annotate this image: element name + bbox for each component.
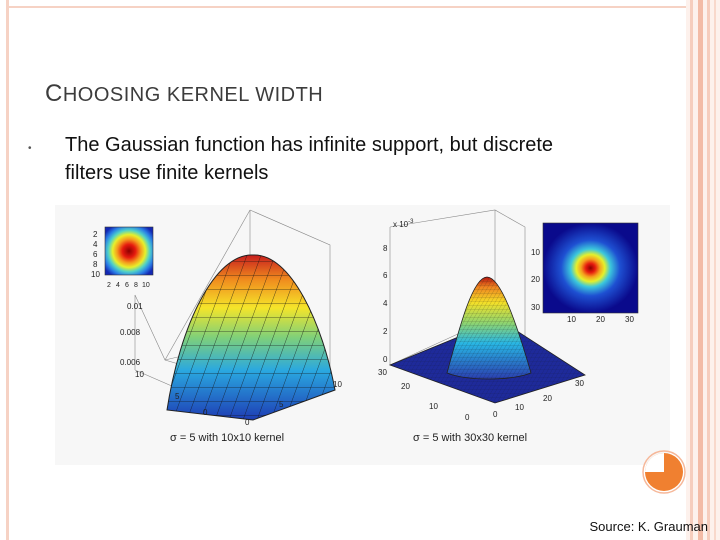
right-inset-ytick: 30: [531, 303, 540, 312]
left-heatmap-inset: 2 4 6 8 10 2 4 6 8 10: [91, 226, 154, 289]
title-first-letter: C: [45, 80, 63, 107]
left-ztick: 0.006: [120, 358, 141, 367]
right-ztick: 2: [383, 327, 388, 336]
bullet-marker: •: [28, 143, 32, 154]
left-inset-xtick: 10: [142, 282, 150, 289]
left-inset-ytick: 6: [93, 250, 98, 259]
left-ytick: 0: [203, 408, 208, 417]
right-inset-xtick: 30: [625, 315, 634, 324]
left-inset-xtick: 4: [116, 282, 120, 289]
slide-title: CHOOSING KERNEL WIDTH: [45, 80, 323, 108]
left-xtick: 5: [279, 400, 284, 409]
left-ztick: 0.01: [127, 302, 143, 311]
slide-frame-right-stripes: [686, 0, 720, 540]
left-inset-xtick: 6: [125, 282, 129, 289]
left-inset-xtick: 8: [134, 282, 138, 289]
right-xtick: 10: [515, 403, 524, 412]
right-ztick: 0: [383, 355, 388, 364]
right-xtick: 20: [543, 394, 552, 403]
right-ztick: 8: [383, 244, 388, 253]
right-exponent-label: x 10-3: [393, 219, 414, 229]
right-heatmap-inset: 10 20 30 10 20 30: [531, 222, 639, 324]
left-inset-ytick: 10: [91, 270, 100, 279]
slide-frame-top: [6, 6, 720, 8]
right-ztick: 4: [383, 299, 388, 308]
left-inset-xtick: 2: [107, 282, 111, 289]
left-xtick: 10: [333, 380, 342, 389]
right-ytick: 20: [401, 382, 410, 391]
left-inset-ytick: 4: [93, 240, 98, 249]
right-caption: σ = 5 with 30x30 kernel: [413, 432, 527, 444]
right-ytick: 10: [429, 402, 438, 411]
right-xtick: 30: [575, 379, 584, 388]
left-ytick: 10: [135, 370, 144, 379]
right-surface-plot: [388, 209, 586, 404]
gaussian-kernel-figure: 2 4 6 8 10 2 4 6 8 10 0.01 0.008 0.006 1…: [55, 205, 670, 465]
right-ytick: 0: [465, 413, 470, 422]
left-inset-ytick: 2: [93, 230, 98, 239]
bullet-text: The Gaussian function has infinite suppo…: [65, 134, 554, 184]
source-credit: Source: K. Grauman: [589, 519, 709, 534]
right-inset-ytick: 20: [531, 275, 540, 284]
right-xtick: 0: [493, 410, 498, 419]
left-ztick: 0.008: [120, 328, 141, 337]
left-xtick: 0: [245, 418, 250, 427]
slide-frame-left: [6, 0, 9, 540]
right-ytick: 30: [378, 368, 387, 377]
right-ztick: 6: [383, 271, 388, 280]
orange-accent-circle: [642, 450, 686, 494]
right-inset-xtick: 10: [567, 315, 576, 324]
left-surface-plot: [134, 209, 336, 421]
left-inset-ytick: 8: [93, 260, 98, 269]
right-inset-xtick: 20: [596, 315, 605, 324]
left-ytick: 5: [175, 392, 180, 401]
title-rest: HOOSING KERNEL WIDTH: [62, 84, 324, 106]
right-inset-ytick: 10: [531, 248, 540, 257]
left-caption: σ = 5 with 10x10 kernel: [170, 432, 284, 444]
